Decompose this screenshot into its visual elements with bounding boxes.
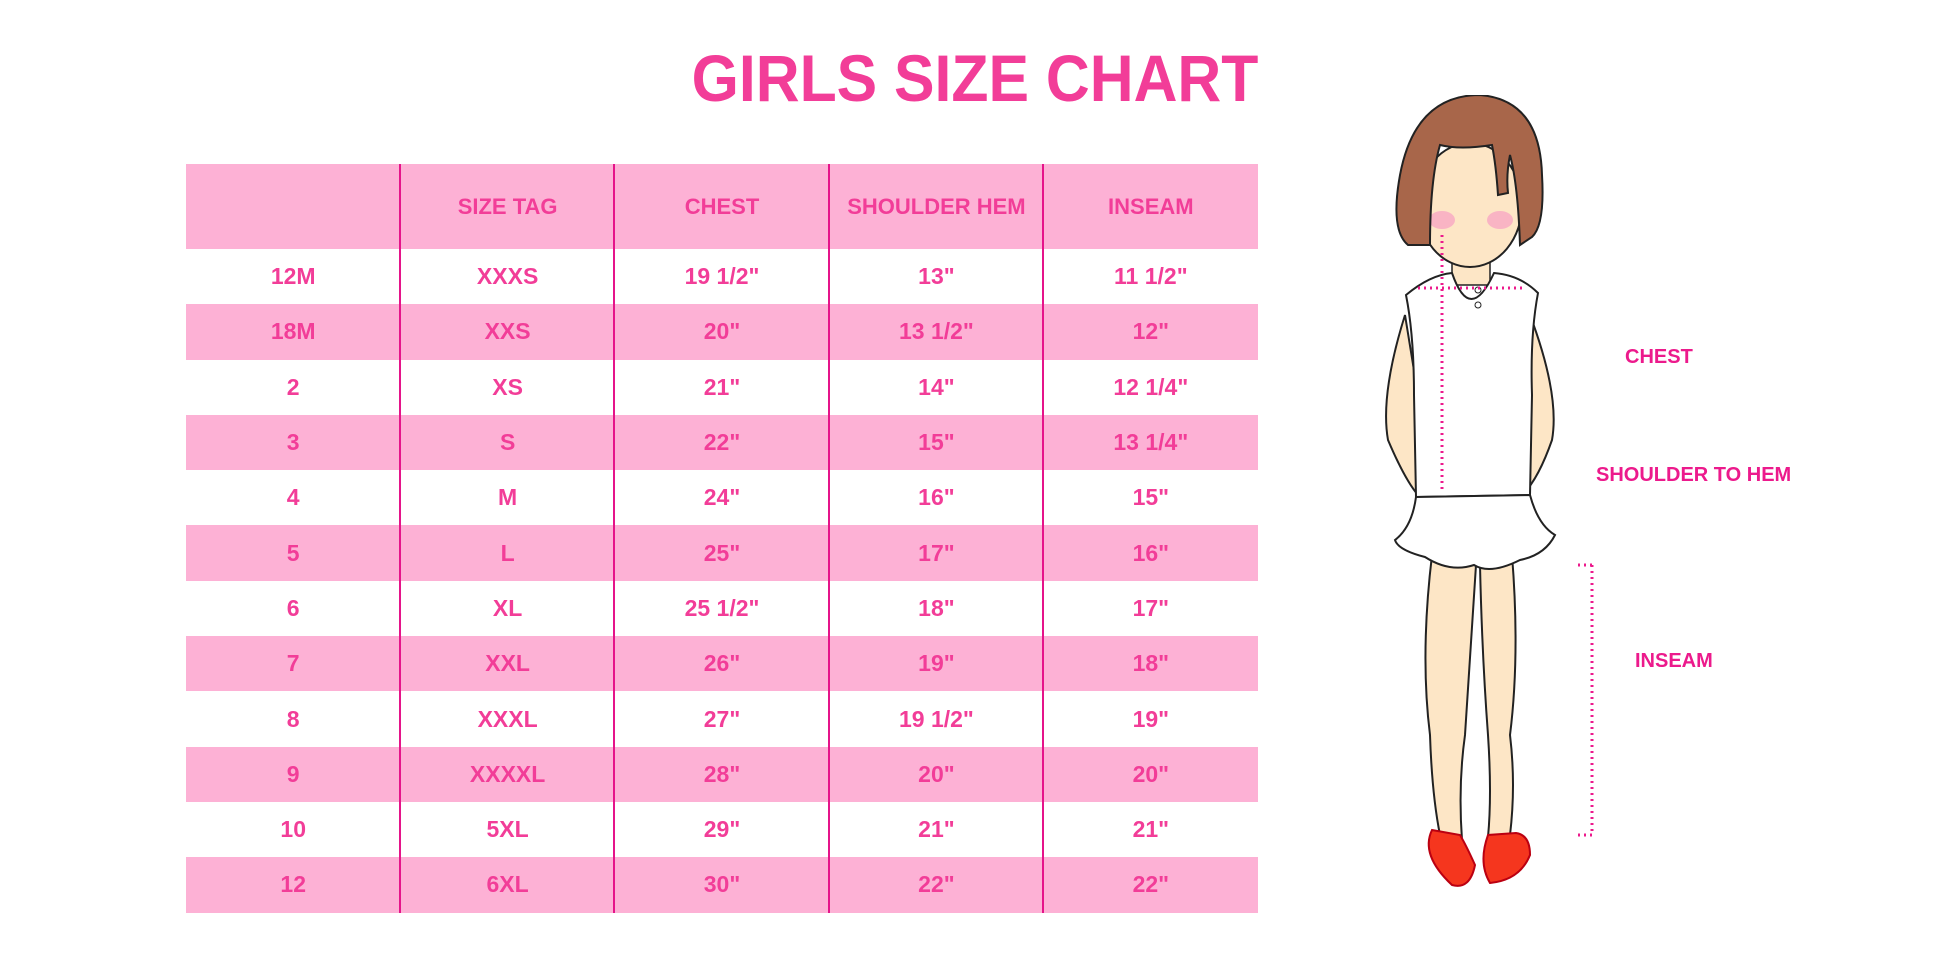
table-row: 9 XXXXL 28" 20" 20" (186, 746, 1258, 802)
table-cell: 5 (286, 539, 300, 566)
table-cell: 28" (703, 760, 741, 787)
table-header: SIZE TAG CHEST SHOULDER HEM INSEAM (186, 164, 1258, 249)
table-cell: 13 1/2" (898, 318, 974, 345)
table-cell: 11 1/2" (1114, 263, 1188, 290)
table-cell: 16" (1132, 539, 1170, 566)
table-cell: 27" (703, 705, 741, 732)
table-cell: 18" (1132, 650, 1170, 677)
table-cell: 24" (703, 484, 741, 511)
table-row: 3 S 22" 15" 13 1/4" (186, 414, 1258, 471)
table-cell: 2 (286, 373, 300, 400)
table-cell: 19" (1132, 705, 1170, 732)
table-cell: 7 (286, 650, 300, 677)
size-table: SIZE TAG CHEST SHOULDER HEM INSEAM 12M XX… (186, 164, 1258, 913)
table-cell: 22" (1132, 871, 1170, 898)
table-cell: XXXS (476, 263, 539, 290)
table-cell: 12 1/4" (1113, 373, 1189, 400)
table-cell: 19 1/2" (898, 705, 974, 732)
table-cell: 15" (1132, 484, 1170, 511)
table-cell: 13 1/4" (1113, 429, 1189, 456)
column-divider (399, 164, 401, 913)
table-row: 5 L 25" 17" 16" (186, 525, 1258, 581)
table-cell: 3 (286, 429, 300, 456)
table-cell: XXXXL (469, 760, 546, 787)
table-cell: 18M (270, 318, 316, 345)
table-cell: 26" (703, 650, 741, 677)
table-row: 12M XXXS 19 1/2" 13" 11 1/2" (186, 249, 1258, 304)
table-cell: 14" (918, 373, 955, 400)
inseam-label: INSEAM (1635, 650, 1713, 672)
table-cell: 17" (1132, 594, 1170, 621)
column-divider (613, 164, 615, 913)
table-cell: L (500, 539, 515, 566)
table-cell: 6 (286, 594, 300, 621)
table-cell: 12M (270, 263, 316, 290)
table-cell: 18" (918, 594, 955, 621)
table-cell: 22" (918, 871, 955, 898)
table-cell: 20" (1132, 760, 1170, 787)
table-row: 12 6XL 30" 22" 22" (186, 857, 1258, 913)
table-cell: 15" (918, 429, 955, 456)
table-cell: 17" (918, 539, 955, 566)
table-cell: 21" (703, 373, 741, 400)
table-row: 6 XL 25 1/2" 18" 17" (186, 581, 1258, 636)
table-cell: 25" (703, 539, 741, 566)
table-row: 4 M 24" 16" 15" (186, 470, 1258, 525)
column-divider (828, 164, 830, 913)
header-cell: SHOULDER HEM (847, 193, 1026, 219)
table-cell: 8 (286, 705, 300, 732)
table-row: 7 XXL 26" 19" 18" (186, 636, 1258, 692)
page-title: GIRLS SIZE CHART (691, 41, 1259, 115)
table-cell: 5XL (486, 816, 529, 843)
column-divider (1042, 164, 1044, 913)
table-cell: 25 1/2" (684, 594, 760, 621)
table-cell: 21" (1132, 816, 1170, 843)
table-cell: 20" (918, 760, 955, 787)
chest-label: CHEST (1625, 346, 1693, 368)
table-cell: XXXL (477, 705, 538, 732)
table-cell: 21" (918, 816, 955, 843)
table-cell: XS (492, 373, 523, 400)
table-cell: 9 (286, 760, 300, 787)
table-cell: 16" (918, 484, 955, 511)
table-row: 2 XS 21" 14" 12 1/4" (186, 360, 1258, 415)
table-cell: 19 1/2" (684, 263, 760, 290)
table-row: 8 XXXL 27" 19 1/2" 19" (186, 691, 1258, 746)
shoulder-to-hem-label: SHOULDER TO HEM (1596, 464, 1792, 486)
table-cell: XXL (485, 650, 530, 677)
table-cell: 29" (703, 816, 741, 843)
table-cell: XL (492, 594, 523, 621)
table-cell: 22" (703, 429, 741, 456)
header-cell: INSEAM (1108, 193, 1194, 219)
table-cell: 20" (703, 318, 741, 345)
table-cell: 6XL (486, 871, 529, 898)
table-cell: 19" (918, 650, 955, 677)
table-cell: 4 (286, 484, 300, 511)
header-cell: SIZE TAG (457, 193, 558, 219)
table-cell: 30" (703, 871, 741, 898)
table-cell: 12" (1132, 318, 1170, 345)
table-cell: 10 (280, 816, 306, 843)
girl-illustration (1370, 93, 1610, 900)
table-row: 10 5XL 29" 21" 21" (186, 802, 1258, 857)
table-cell: S (499, 429, 516, 456)
table-cell: 13" (918, 263, 955, 290)
header-cell: CHEST (684, 193, 760, 219)
table-row: 18M XXS 20" 13 1/2" 12" (186, 304, 1258, 360)
header-cell (186, 164, 400, 249)
table-cell: M (498, 484, 518, 511)
table-cell: XXS (484, 318, 531, 345)
table-cell: 12 (280, 871, 306, 898)
